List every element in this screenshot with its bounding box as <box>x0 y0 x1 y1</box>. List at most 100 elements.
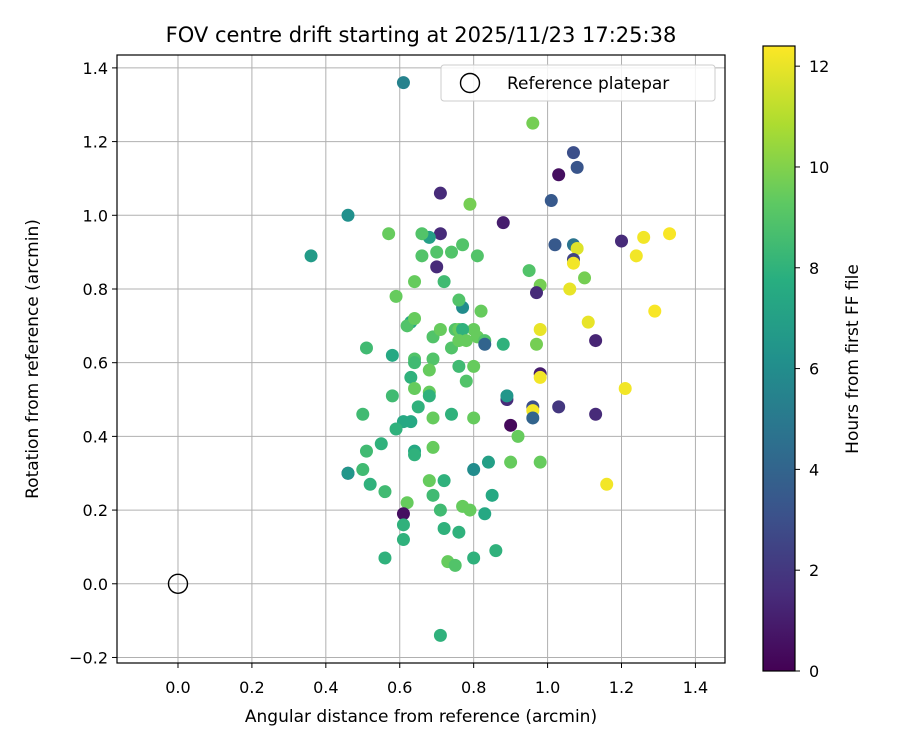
legend-open-circle-icon <box>459 72 481 94</box>
data-point <box>663 227 677 241</box>
data-point <box>504 455 518 469</box>
data-point <box>452 359 466 373</box>
data-points <box>304 76 677 642</box>
data-point <box>400 496 414 510</box>
data-point <box>411 400 425 414</box>
data-point <box>629 249 643 263</box>
x-axis-label: Angular distance from reference (arcmin) <box>245 707 597 727</box>
data-point <box>426 440 440 454</box>
data-point <box>500 389 514 403</box>
data-point <box>341 208 355 222</box>
data-point <box>422 389 436 403</box>
data-point <box>382 227 396 241</box>
data-point <box>530 286 544 300</box>
data-point <box>422 363 436 377</box>
data-point <box>459 374 473 388</box>
data-point <box>570 160 584 174</box>
data-point <box>618 381 632 395</box>
data-point <box>396 507 410 521</box>
x-tick-label: 1.4 <box>683 678 708 697</box>
data-point <box>533 455 547 469</box>
data-point <box>467 551 481 565</box>
data-point <box>448 558 462 572</box>
y-tick-label: −0.2 <box>69 648 108 667</box>
legend-box <box>440 64 716 102</box>
data-point <box>408 356 422 370</box>
data-point <box>356 407 370 421</box>
y-axis-ticks: −0.2 0.0 0.2 0.4 0.6 0.8 1.0 1.2 1.4 <box>69 59 117 667</box>
data-point <box>433 186 447 200</box>
data-point <box>485 488 499 502</box>
x-tick-label: 1.0 <box>535 678 560 697</box>
data-point <box>408 275 422 289</box>
colorbar-tick-label: 0 <box>809 662 819 681</box>
data-point <box>467 411 481 425</box>
data-point <box>511 429 525 443</box>
y-tick-label: 0.2 <box>83 501 108 520</box>
colorbar-ticks: 0 2 4 6 8 10 12 <box>795 57 829 681</box>
data-point <box>470 249 484 263</box>
data-point <box>444 245 458 259</box>
data-point <box>363 477 377 491</box>
data-point <box>396 533 410 547</box>
data-point <box>389 422 403 436</box>
colorbar: 0 2 4 6 8 10 12 Hours from first FF file <box>762 45 863 681</box>
colorbar-frame <box>762 45 796 672</box>
data-point <box>404 415 418 429</box>
data-point <box>433 227 447 241</box>
data-point <box>433 323 447 337</box>
legend: Reference platepar <box>440 64 716 102</box>
data-point <box>526 411 540 425</box>
colorbar-tick-label: 8 <box>809 259 819 278</box>
data-point <box>374 437 388 451</box>
data-point <box>385 389 399 403</box>
y-tick-label: 1.4 <box>83 59 108 78</box>
legend-label: Reference platepar <box>507 74 669 94</box>
data-point <box>467 359 481 373</box>
data-point <box>589 407 603 421</box>
data-point <box>563 282 577 296</box>
data-point <box>430 245 444 259</box>
colorbar-tick-label: 4 <box>809 460 819 479</box>
data-point <box>426 411 440 425</box>
data-point <box>359 341 373 355</box>
data-point <box>478 507 492 521</box>
data-point <box>459 334 473 348</box>
data-point <box>385 348 399 362</box>
x-tick-label: 0.6 <box>387 678 412 697</box>
data-point <box>478 337 492 351</box>
colorbar-tick-label: 2 <box>809 561 819 580</box>
data-point <box>456 238 470 252</box>
data-point <box>552 400 566 414</box>
x-tick-label: 1.2 <box>609 678 634 697</box>
colorbar-tick-label: 6 <box>809 360 819 379</box>
data-point <box>378 485 392 499</box>
colorbar-tick-label: 12 <box>809 57 829 76</box>
data-point <box>522 264 536 278</box>
data-point <box>422 474 436 488</box>
data-point <box>426 488 440 502</box>
data-point <box>544 194 558 208</box>
data-point <box>552 168 566 182</box>
data-point <box>396 76 410 90</box>
data-point <box>548 238 562 252</box>
y-axis-label: Rotation from reference (arcmin) <box>23 219 43 499</box>
y-tick-label: 0.6 <box>83 354 108 373</box>
data-point <box>496 337 510 351</box>
data-point <box>589 334 603 348</box>
data-point <box>463 503 477 517</box>
chart-title: FOV centre drift starting at 2025/11/23 … <box>166 23 677 47</box>
data-point <box>444 407 458 421</box>
data-point <box>463 197 477 211</box>
data-point <box>341 466 355 480</box>
data-point <box>356 463 370 477</box>
data-point <box>433 628 447 642</box>
x-axis-ticks: 0.0 0.2 0.4 0.6 0.8 1.0 1.2 1.4 <box>165 663 708 697</box>
data-point <box>396 518 410 532</box>
data-point <box>600 477 614 491</box>
x-tick-label: 0.4 <box>313 678 338 697</box>
data-point <box>408 381 422 395</box>
data-point <box>489 544 503 558</box>
data-point <box>533 370 547 384</box>
